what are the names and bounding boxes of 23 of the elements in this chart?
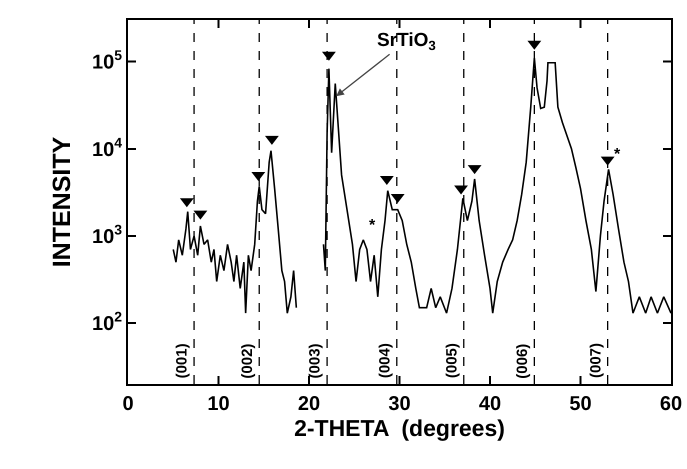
annotation: SrTiO$_{3}$ [377,30,436,53]
annotation: (005) [443,343,460,378]
x-tick-label: 10 [207,393,230,415]
x-tick-label: 60 [660,393,682,415]
annotation: (003) [306,343,324,378]
annotation: (006) [514,344,531,379]
y-tick-label: 10$^{3}$ [92,222,122,248]
y-tick-label: 10$^{2}$ [92,308,122,336]
y-axis-title: INTENSITY [48,136,76,268]
y-tick-label: 10$^{5}$ [92,47,122,74]
annotation: * [369,217,376,234]
x-axis-title: 2-THETA (degrees) [294,415,505,441]
x-tick-label: 40 [478,393,502,415]
x-tick-label: 30 [388,393,411,415]
x-tick-label: 0 [122,393,134,415]
y-tick-label: 10$^{4}$ [92,134,122,161]
x-tick-label: 20 [298,393,320,415]
annotation: * [614,146,621,163]
x-tick-label: 50 [569,393,592,415]
annotation: (007) [587,342,604,378]
annotation: (002) [238,344,256,379]
annotation: (004) [376,343,394,378]
annotation: (001) [174,343,191,378]
